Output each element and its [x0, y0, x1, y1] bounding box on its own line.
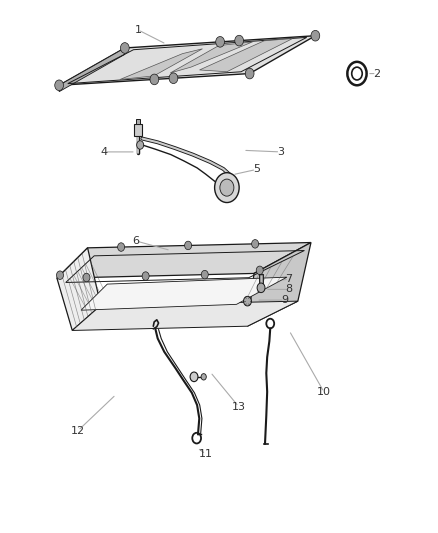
- Text: 4: 4: [101, 147, 108, 157]
- Circle shape: [169, 73, 178, 84]
- Circle shape: [150, 74, 159, 85]
- Text: 7: 7: [286, 274, 293, 284]
- Circle shape: [185, 241, 192, 249]
- Bar: [136, 119, 140, 124]
- Circle shape: [142, 272, 149, 280]
- Bar: [134, 124, 142, 136]
- Circle shape: [201, 374, 206, 380]
- Circle shape: [245, 68, 254, 79]
- Circle shape: [190, 372, 198, 382]
- Text: 12: 12: [71, 426, 85, 435]
- Polygon shape: [170, 42, 253, 73]
- Circle shape: [257, 283, 265, 293]
- Polygon shape: [200, 38, 293, 72]
- Polygon shape: [59, 36, 315, 85]
- Circle shape: [251, 239, 258, 248]
- Circle shape: [235, 35, 244, 46]
- Text: 6: 6: [132, 236, 139, 246]
- Circle shape: [137, 141, 144, 149]
- Text: 11: 11: [199, 449, 213, 459]
- Polygon shape: [57, 248, 101, 330]
- Text: 10: 10: [317, 387, 331, 397]
- Circle shape: [117, 243, 125, 252]
- Text: 1: 1: [134, 25, 141, 35]
- Polygon shape: [57, 243, 311, 278]
- Circle shape: [57, 271, 64, 279]
- Circle shape: [311, 30, 320, 41]
- Circle shape: [220, 179, 234, 196]
- Circle shape: [201, 270, 208, 279]
- Circle shape: [215, 173, 239, 203]
- Circle shape: [83, 273, 90, 282]
- Polygon shape: [120, 49, 202, 79]
- Circle shape: [215, 37, 224, 47]
- Text: 9: 9: [281, 295, 288, 305]
- Polygon shape: [59, 48, 125, 92]
- Polygon shape: [247, 243, 311, 326]
- Circle shape: [244, 296, 251, 306]
- Text: 2: 2: [373, 69, 380, 78]
- Circle shape: [256, 266, 263, 274]
- Polygon shape: [72, 301, 298, 330]
- Polygon shape: [81, 277, 287, 310]
- Text: 8: 8: [286, 285, 293, 294]
- Text: 5: 5: [253, 165, 260, 174]
- Text: 13: 13: [232, 402, 246, 411]
- Circle shape: [120, 43, 129, 53]
- Text: 3: 3: [277, 147, 284, 157]
- Circle shape: [55, 80, 64, 91]
